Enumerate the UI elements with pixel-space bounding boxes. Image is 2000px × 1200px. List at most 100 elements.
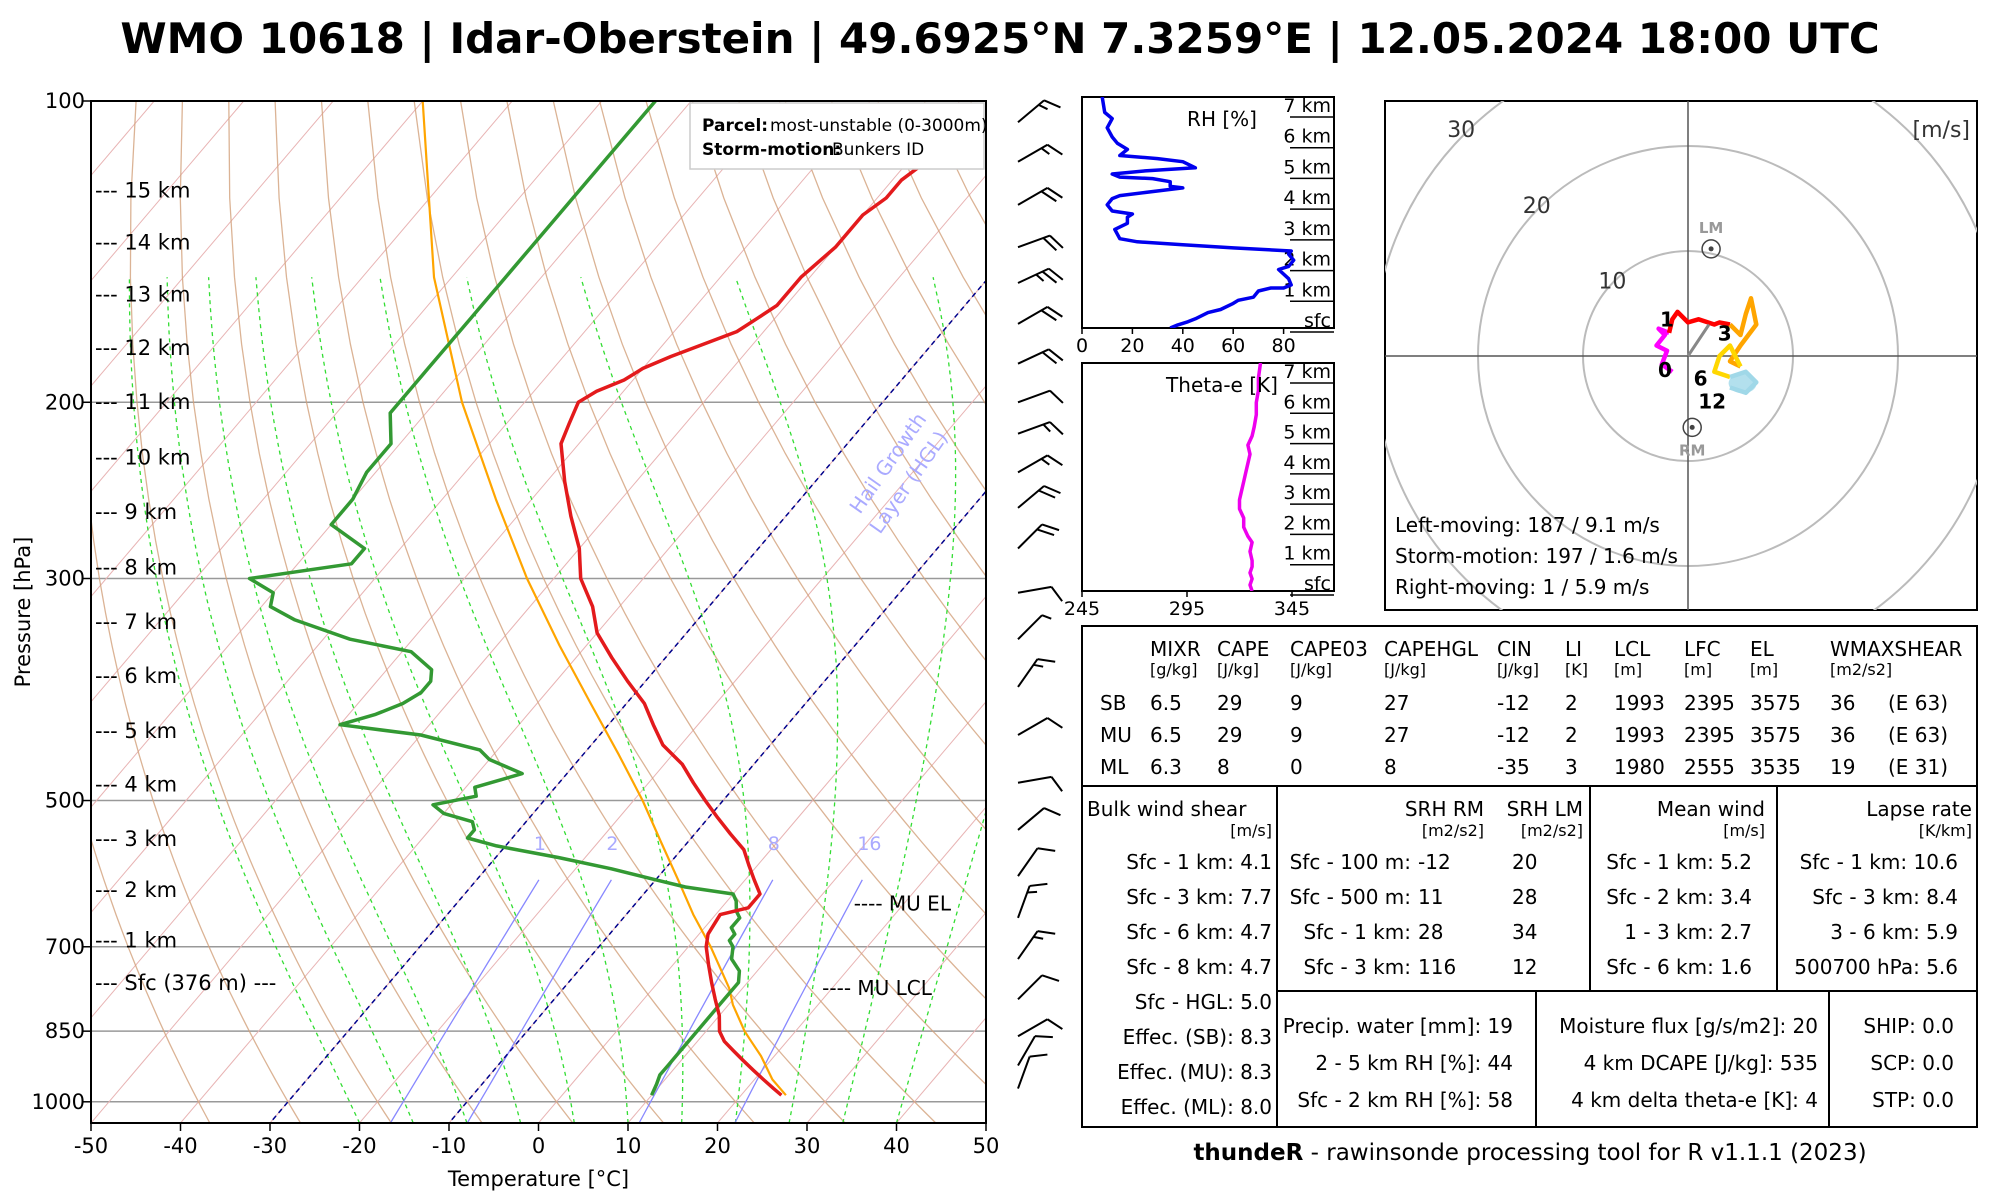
- mean-motion-vector: [1686, 323, 1711, 357]
- barb-half: [1042, 423, 1051, 433]
- index-header: CIN: [1497, 637, 1532, 661]
- wind-barb: [1017, 306, 1063, 325]
- index-cell: 3575: [1750, 723, 1801, 747]
- barb-staff: [1017, 974, 1043, 1001]
- storm-marker-dot: [1689, 424, 1695, 430]
- hodo-ring-label: 40: [1372, 43, 1400, 68]
- km-label: 6 km: [1283, 126, 1331, 148]
- barb-full: [1050, 776, 1063, 792]
- srh-row-label: Sfc - 1 km:: [1303, 920, 1411, 944]
- wind-barb: [1017, 930, 1056, 960]
- index-cell: SB: [1100, 691, 1126, 715]
- barb-full: [1046, 1018, 1063, 1030]
- rh-x-tick-label: 60: [1221, 335, 1245, 357]
- barb-half: [1033, 663, 1044, 668]
- storm-marker: [1682, 417, 1702, 438]
- index-header: LCL: [1614, 637, 1651, 661]
- index-cell: -12: [1497, 691, 1530, 715]
- wind-barb: [1017, 775, 1063, 792]
- km-label: 6 km: [1283, 391, 1331, 413]
- x-tick-label: 30: [794, 1134, 821, 1158]
- height-label: --- 2 km: [95, 878, 177, 902]
- hodograph-texts: [m/s] Left-moving: 187 / 9.1 m/s Storm-mot…: [1395, 118, 1970, 599]
- footer-rest: - rawinsonde processing tool for R v1.1.…: [1303, 1140, 1867, 1166]
- barb-full: [1050, 586, 1063, 602]
- rh-x-tick-label: 0: [1076, 335, 1088, 357]
- index-unit: [J/kg]: [1497, 660, 1539, 679]
- shear-title: Bulk wind shear: [1087, 797, 1247, 821]
- barb-half: [1041, 614, 1052, 620]
- height-label: --- 15 km: [95, 178, 190, 202]
- dry-adiabat: [598, 101, 986, 831]
- dry-adiabat: [320, 101, 755, 1123]
- x-tick-label: -20: [342, 1134, 376, 1158]
- index-cell: 36: [1830, 723, 1855, 747]
- isotherm-line: [91, 101, 424, 493]
- barb-full: [1048, 348, 1064, 362]
- km-label: 5 km: [1283, 156, 1331, 178]
- lapse-unit: [K/km]: [1919, 821, 1972, 840]
- mixing-ratio-label: 8: [768, 833, 780, 855]
- meanwind-row: Sfc - 6 km: 1.6: [1606, 955, 1752, 979]
- srh-row-lm: 28: [1512, 885, 1537, 909]
- km-label: 2 km: [1283, 249, 1331, 271]
- barb-full: [1034, 1035, 1053, 1039]
- index-cell: 1993: [1614, 691, 1665, 715]
- storm-marker-dot: [1708, 246, 1714, 252]
- thetae-panel: 7 km 6 km 5 km 4 km 3 km 2 km 1 km sfc Theta-e […: [1064, 361, 1334, 620]
- hodo-trace: [1654, 326, 1674, 374]
- barb-full: [1040, 309, 1057, 322]
- mixing-ratio-line: [389, 879, 540, 1123]
- index-unit: [m]: [1750, 660, 1778, 679]
- km-label: 3 km: [1283, 482, 1331, 504]
- index-unit: [K]: [1565, 660, 1588, 679]
- wind-barb: [1017, 614, 1052, 640]
- index-header: LI: [1565, 637, 1582, 661]
- storm-marker-label: LM: [1699, 219, 1724, 237]
- wind-barb: [1017, 1018, 1063, 1038]
- km-label: sfc: [1304, 310, 1331, 332]
- shear-row: Sfc - HGL: 5.0: [1135, 990, 1272, 1014]
- barb-full: [1046, 717, 1063, 729]
- height-label: --- 10 km: [95, 446, 190, 470]
- moisture-row-left: Sfc - 2 km RH [%]: 58: [1297, 1088, 1513, 1112]
- barb-staff: [1017, 775, 1052, 784]
- moisture-row-mid: 4 km DCAPE [J/kg]: 535: [1584, 1051, 1818, 1075]
- wind-barb: [1017, 267, 1064, 284]
- index-header: MIXR: [1150, 637, 1201, 661]
- hodo-ring-label: 30: [1447, 118, 1475, 143]
- barb-half: [1027, 890, 1038, 894]
- index-header: CAPE03: [1290, 637, 1368, 661]
- skewt-axes: -50 -40 -30 -20 -10 0 10 20 30 40 50 Temperature [°…: [11, 89, 999, 1191]
- shear-row: Effec. (SB): 8.3: [1123, 1025, 1272, 1049]
- barb-staff: [1017, 306, 1048, 325]
- wind-barb: [1017, 523, 1060, 550]
- x-tick-label: -30: [253, 1134, 287, 1158]
- profile-clip: [1100, 97, 1296, 328]
- x-tick-label: 0: [532, 1134, 545, 1158]
- moisture-row-left: 2 - 5 km RH [%]: 44: [1315, 1051, 1513, 1075]
- index-unit: [m]: [1614, 660, 1642, 679]
- dry-adiabat: [274, 101, 665, 1123]
- lapse-row: 500700 hPa: 5.6: [1794, 955, 1958, 979]
- wind-barb: [1017, 1035, 1053, 1067]
- barb-staff: [1017, 807, 1045, 831]
- srh-row-label: Sfc - 100 m:: [1290, 850, 1411, 874]
- km-label: 1 km: [1283, 543, 1331, 565]
- storm-marker: [1701, 239, 1721, 259]
- barb-staff: [1017, 930, 1039, 960]
- barb-staff: [1017, 523, 1043, 550]
- barb-staff: [1017, 234, 1051, 249]
- height-label: --- 1 km: [95, 929, 177, 953]
- x-tick-label: 20: [704, 1134, 731, 1158]
- indices-table: MIXR[g/kg]CAPE[J/kg]CAPE03[J/kg]CAPEHGL[…: [1100, 637, 1962, 779]
- barb-full: [1046, 187, 1063, 199]
- legend-storm-key: Storm-motion:: [702, 140, 841, 160]
- index-cell: (E 63): [1888, 691, 1948, 715]
- barb-staff: [1017, 187, 1048, 206]
- x-tick-label: -10: [432, 1134, 466, 1158]
- barb-half: [1033, 935, 1044, 940]
- barb-staff: [1017, 485, 1045, 509]
